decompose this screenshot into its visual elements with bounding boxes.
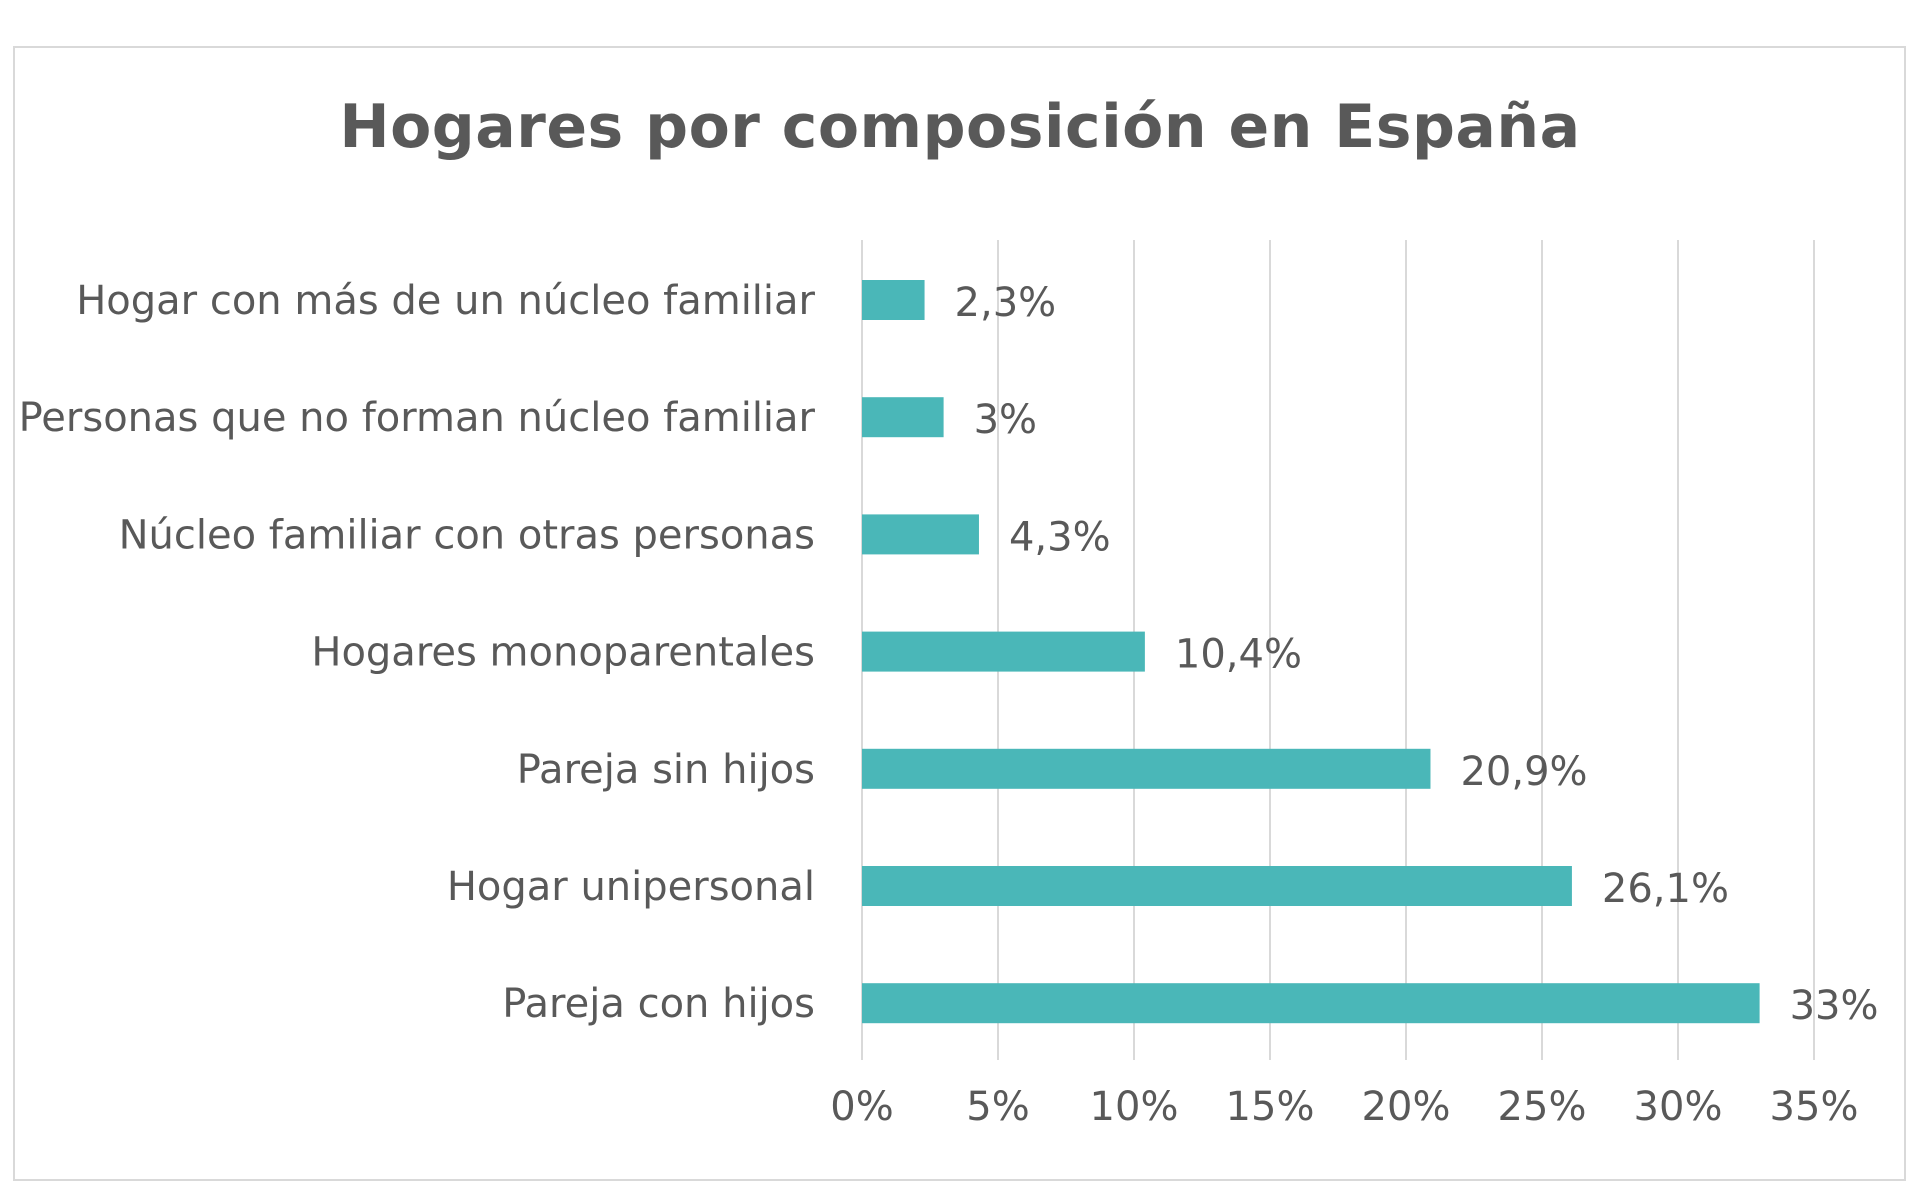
bar: [862, 397, 944, 438]
x-tick-label: 0%: [830, 1084, 893, 1130]
x-tick-label: 25%: [1498, 1084, 1587, 1130]
data-label: 2,3%: [955, 280, 1057, 326]
x-tick-label: 35%: [1770, 1084, 1859, 1130]
category-label: Pareja sin hijos: [517, 747, 815, 793]
bar: [862, 866, 1572, 906]
bars: [862, 280, 1760, 1024]
data-label: 3%: [974, 397, 1037, 443]
bar: [862, 983, 1760, 1024]
x-tick-label: 15%: [1226, 1084, 1315, 1130]
data-label: 20,9%: [1460, 749, 1587, 795]
data-label: 26,1%: [1602, 866, 1729, 912]
bar: [862, 631, 1145, 672]
category-labels: Hogar con más de un núcleo familiar Perso…: [19, 278, 816, 1027]
category-label: Hogar con más de un núcleo familiar: [76, 278, 815, 324]
x-tick-label: 10%: [1090, 1084, 1179, 1130]
x-axis-tick-labels: 0% 5% 10% 15% 20% 25% 30% 35%: [830, 1084, 1858, 1130]
data-label: 10,4%: [1175, 632, 1302, 678]
data-label: 4,3%: [1009, 514, 1111, 560]
value-labels: 2,3% 3% 4,3% 10,4% 20,9% 26,1% 33%: [955, 280, 1879, 1029]
x-tick-label: 20%: [1362, 1084, 1451, 1130]
category-label: Hogares monoparentales: [311, 630, 815, 676]
category-label: Núcleo familiar con otras personas: [119, 512, 815, 558]
x-tick-label: 5%: [966, 1084, 1029, 1130]
bar: [862, 748, 1431, 789]
bar: [862, 514, 979, 555]
bar: [862, 280, 925, 320]
chart-title: Hogares por composición en España: [339, 92, 1581, 162]
data-label: 33%: [1790, 983, 1879, 1029]
x-tick-label: 30%: [1634, 1084, 1723, 1130]
category-label: Pareja con hijos: [502, 981, 815, 1027]
category-label: Hogar unipersonal: [447, 864, 815, 910]
category-label: Personas que no forman núcleo familiar: [19, 395, 816, 441]
